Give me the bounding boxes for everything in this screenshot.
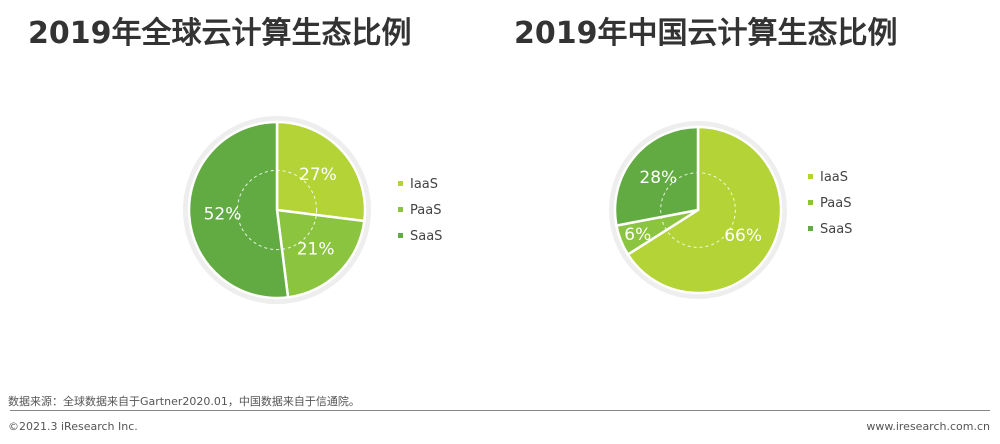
pie-chart-global: 27% 21% 52% IaaS PaaS SaaS: [183, 116, 442, 304]
chart-title-china: 2019年中国云计算生态比例: [514, 16, 898, 51]
legend-label-paas: PaaS: [410, 203, 441, 218]
footer-divider: [10, 410, 990, 411]
slice-label-iaas: 66%: [724, 226, 762, 246]
pie-slice-saas: [613, 125, 700, 228]
legend-label-iaas: IaaS: [410, 177, 438, 192]
chart-title-global: 2019年全球云计算生态比例: [28, 16, 412, 51]
pie-slice-iaas: [626, 125, 783, 295]
pie-inner-guide: [660, 172, 736, 248]
pie-slice-paas: [275, 208, 366, 299]
legend-swatch-iaas: [808, 174, 813, 179]
legend-label-paas: PaaS: [820, 196, 851, 211]
legend-swatch-saas: [808, 226, 813, 231]
slice-label-iaas: 27%: [299, 165, 337, 185]
legend-label-saas: SaaS: [410, 229, 442, 244]
website-link[interactable]: www.iresearch.com.cn: [866, 420, 990, 433]
legend-swatch-paas: [398, 207, 403, 212]
legend-label-saas: SaaS: [820, 222, 852, 237]
legend-label-iaas: IaaS: [820, 170, 848, 185]
pie-inner-guide: [236, 169, 318, 251]
pie-slice-saas: [187, 120, 290, 300]
slice-label-paas: 21%: [297, 240, 335, 260]
pie-chart-china: 66% 6% 28% IaaS PaaS SaaS: [609, 121, 852, 299]
slice-label-saas: 52%: [204, 204, 242, 224]
data-source-note: 数据来源：全球数据来自于Gartner2020.01，中国数据来自于信通院。: [8, 395, 360, 408]
slice-label-paas: 6%: [624, 225, 651, 245]
pie-slice-iaas: [275, 120, 367, 223]
slice-label-saas: 28%: [639, 168, 677, 188]
legend-swatch-paas: [808, 200, 813, 205]
legend-swatch-iaas: [398, 181, 403, 186]
copyright-text: ©2021.3 iResearch Inc.: [8, 420, 138, 433]
legend-swatch-saas: [398, 233, 403, 238]
